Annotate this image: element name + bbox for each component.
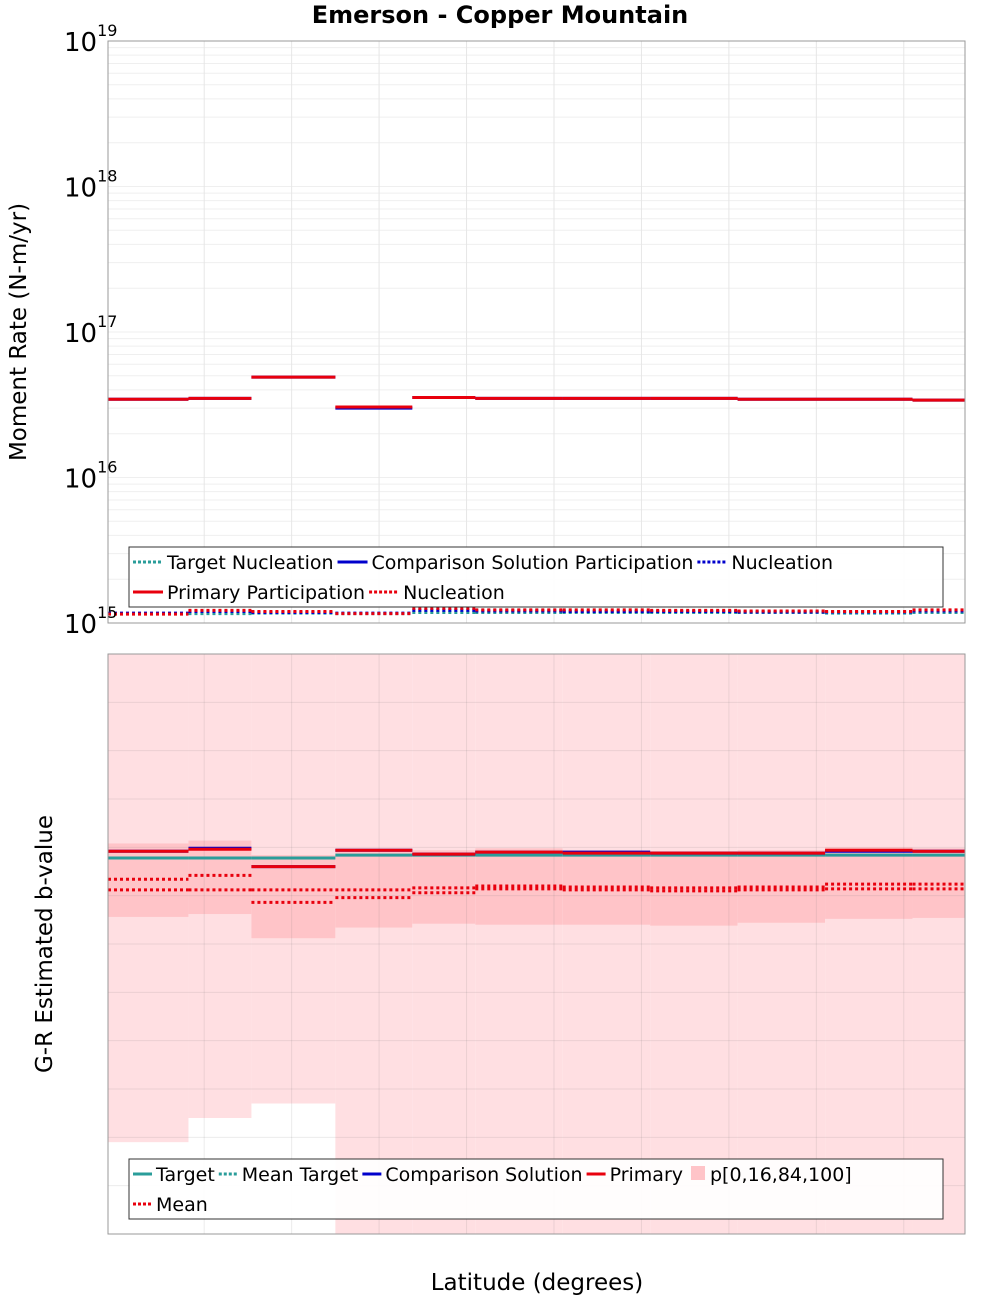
y-tick-base: 10: [64, 610, 97, 640]
y-tick-exponent: 16: [97, 458, 117, 477]
y-tick-exponent: 17: [97, 312, 117, 331]
top-series: [108, 375, 965, 616]
bottom-legend-label: Primary: [610, 1164, 683, 1186]
y-tick-base: 10: [64, 319, 97, 349]
top-y-tick-label: 1017: [64, 312, 117, 349]
y-tick-base: 10: [64, 465, 97, 495]
band-inner-segment: [251, 855, 336, 939]
bottom-legend-swatch: [691, 1166, 705, 1180]
top-legend-label: Nucleation: [731, 552, 833, 574]
x-axis-label: Latitude (degrees): [431, 1270, 644, 1296]
y-tick-exponent: 18: [97, 167, 117, 186]
top-legend-label: Target Nucleation: [166, 552, 334, 574]
band-inner-segment: [188, 840, 252, 915]
top-y-tick-label: 1016: [64, 458, 117, 495]
bottom-legend: Target Mean Target Comparison Solution Prim…: [128, 1158, 944, 1220]
y-tick-base: 10: [64, 28, 97, 58]
bottom-series: [108, 846, 965, 904]
y-tick-exponent: 19: [97, 21, 117, 40]
top-legend-label: Comparison Solution Participation: [372, 552, 694, 574]
percentile-band: [108, 654, 965, 1234]
top-y-axis-label: Moment Rate (N-m/yr): [6, 203, 32, 461]
top-legend: Target Nucleation Comparison Solution Par…: [128, 546, 944, 608]
bottom-plot-frame: [107, 653, 966, 1235]
b-value-panel: G-R Estimated b-value Latitude (degrees)…: [32, 653, 966, 1296]
bottom-legend-box: [128, 1158, 944, 1220]
bottom-legend-label: Mean Target: [242, 1164, 359, 1186]
y-tick-exponent: 15: [97, 603, 117, 622]
band-outer-segment: [912, 654, 965, 1234]
top-legend-box: [128, 546, 944, 608]
top-y-tick-label: 1018: [64, 167, 117, 204]
band-outer-segment: [335, 654, 413, 1234]
bottom-legend-label: p[0,16,84,100]: [710, 1164, 852, 1186]
top-plot-frame: [107, 40, 966, 624]
top-legend-label: Nucleation: [403, 582, 505, 604]
band-outer-segment: [825, 654, 913, 1234]
top-legend-label: Primary Participation: [167, 582, 365, 604]
band-outer-segment: [475, 654, 563, 1234]
top-y-tick-label: 1015: [64, 603, 117, 640]
top-y-tick-label: 1019: [64, 21, 117, 58]
top-grid: [108, 40, 965, 624]
chart-title: Emerson - Copper Mountain: [312, 1, 689, 29]
band-outer-segment: [562, 654, 651, 1234]
bottom-y-axis-label: G-R Estimated b-value: [32, 815, 58, 1073]
band-outer-segment: [412, 654, 476, 1234]
y-tick-base: 10: [64, 174, 97, 204]
bottom-legend-label: Target: [155, 1164, 215, 1186]
band-outer-segment: [737, 654, 826, 1234]
band-outer-segment: [650, 654, 738, 1234]
bottom-legend-label: Mean: [156, 1194, 208, 1216]
bottom-legend-label: Comparison Solution: [385, 1164, 582, 1186]
